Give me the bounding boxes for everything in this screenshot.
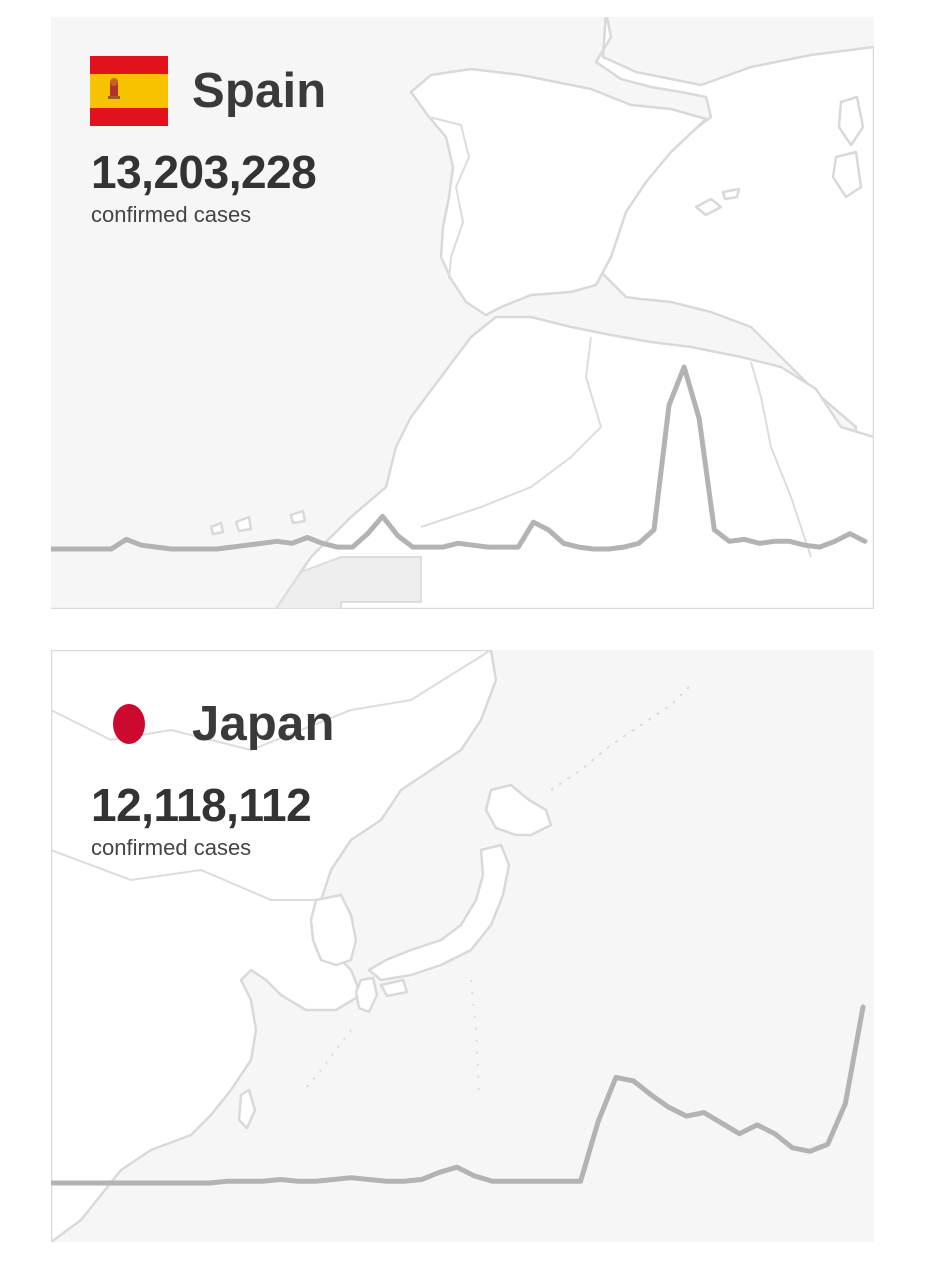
japan-header: Japan [90, 688, 335, 760]
country-card-spain[interactable]: Spain 13,203,228 confirmed cases [51, 17, 874, 609]
spain-flag-icon [90, 56, 168, 126]
japan-flag-icon [90, 689, 168, 759]
spain-trend-line [51, 364, 868, 552]
japan-trend-line [51, 1004, 866, 1186]
spain-header: Spain [90, 55, 326, 127]
confirmed-cases-count: 13,203,228 [91, 146, 317, 198]
confirmed-cases-label: confirmed cases [91, 202, 252, 227]
spain-trend-chart [51, 364, 868, 552]
confirmed-cases-count: 12,118,112 [91, 779, 312, 831]
spain-map-background [51, 17, 874, 609]
country-name: Japan [192, 697, 335, 751]
country-card-japan[interactable]: Japan 12,118,112 confirmed cases [51, 650, 874, 1242]
confirmed-cases-label: confirmed cases [91, 835, 252, 860]
country-name: Spain [192, 64, 327, 118]
japan-map-background [51, 650, 692, 1242]
japan-trend-chart [51, 1004, 866, 1186]
